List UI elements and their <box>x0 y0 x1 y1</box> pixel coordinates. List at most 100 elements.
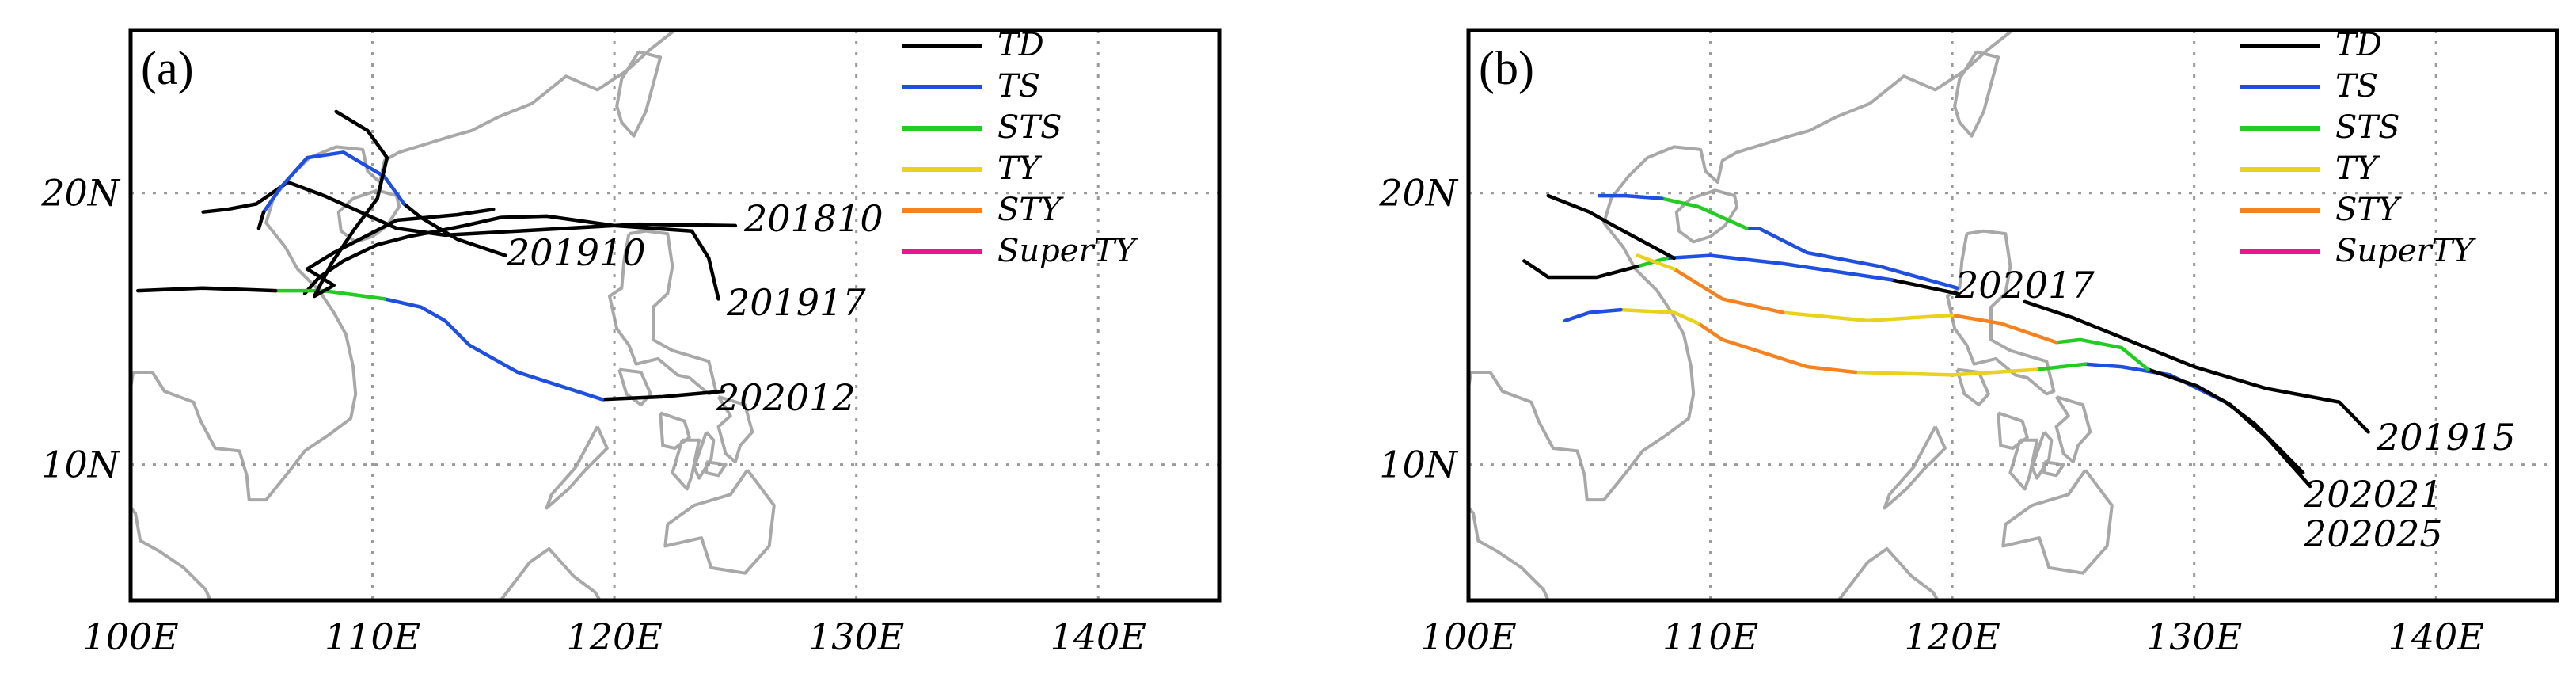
x-tick-100E: 100E <box>82 615 178 658</box>
track-202025-seg-3 <box>1950 313 2058 345</box>
panel-b-plot-area <box>1468 30 2557 600</box>
coastline-6 <box>2054 394 2092 464</box>
panel-b-coastlines <box>1468 30 2122 600</box>
track-label-202025: 202025 <box>2303 512 2443 555</box>
coastline-6 <box>716 394 754 464</box>
x-tick-110E: 110E <box>1662 615 1758 658</box>
track-extra-a-seg-1 <box>305 109 496 299</box>
panel-a-track-labels: 201810 201910 201917 202012 <box>506 197 883 419</box>
track-202025-seg-6 <box>1636 253 1676 271</box>
panel-b-label: (b) <box>1479 42 1534 94</box>
y-tick-20N: 20N <box>1378 172 1459 215</box>
coastline-5 <box>617 367 652 407</box>
track-202012-seg-4 <box>135 286 278 293</box>
x-tick-100E: 100E <box>1420 615 1516 658</box>
track-202021-seg-2 <box>2083 362 2228 404</box>
track-201910-seg-2 <box>261 150 406 214</box>
coastline-12 <box>663 469 776 575</box>
track-201910-seg-1 <box>402 202 507 257</box>
panel-a-label: (a) <box>141 42 194 94</box>
panel-a-map: (a) TD TS STS TY STY SuperTY 100E 110E 120E 130E… <box>40 27 1222 658</box>
legend-label-sty: STY <box>2335 192 2402 228</box>
coastline-11 <box>1883 425 1947 510</box>
track-202017-seg-4 <box>1522 259 1640 280</box>
legend-label-ts: TS <box>2335 68 2378 105</box>
panel-b-gridlines <box>1468 30 2557 600</box>
panel-b-map: (b) TD TS STS TY STY SuperTY 100E 110E 120E 130E… <box>1378 27 2559 658</box>
legend-label-superty: SuperTY <box>997 233 1138 269</box>
panel-a-axis-ticks: 100E 110E 120E 130E 140E 10N 20N <box>40 172 1146 658</box>
panel-a-frame <box>128 28 1222 603</box>
track-202021-seg-7 <box>1563 307 1623 323</box>
legend-label-sty: STY <box>997 192 1064 228</box>
y-tick-10N: 10N <box>41 444 121 486</box>
panel-a-legend: TD TS STS TY STY SuperTY <box>902 27 1138 269</box>
track-extra-b-seg-3 <box>1660 196 1749 230</box>
x-tick-120E: 120E <box>1904 615 2000 658</box>
track-label-201917: 201917 <box>726 281 866 324</box>
track-extra-b-seg-1 <box>1546 193 1676 261</box>
x-tick-140E: 140E <box>1051 615 1146 658</box>
track-202025-seg-2 <box>2054 337 2150 371</box>
track-202021-seg-6 <box>1619 307 1700 326</box>
track-202012-seg-2 <box>382 297 605 402</box>
coastline-11 <box>545 425 609 510</box>
coastline-7 <box>659 411 691 450</box>
y-tick-10N: 10N <box>1379 444 1459 486</box>
track-202021-seg-3 <box>2035 362 2088 371</box>
track-label-201910: 201910 <box>506 231 646 274</box>
track-201910-seg-3 <box>256 210 266 230</box>
x-tick-110E: 110E <box>325 615 420 658</box>
legend-label-sts: STS <box>997 109 1062 146</box>
track-201917-seg-1 <box>302 214 720 301</box>
x-tick-140E: 140E <box>2388 615 2484 658</box>
coastline-1 <box>1468 30 2122 600</box>
track-label-201810: 201810 <box>743 197 883 240</box>
track-202025-seg-5 <box>1672 267 1785 314</box>
legend-label-td: TD <box>997 27 1044 63</box>
track-202017-seg-1 <box>1890 278 1959 295</box>
coastline-1 <box>131 30 784 600</box>
legend-label-ty: TY <box>2335 150 2380 187</box>
track-202021-seg-5 <box>1696 322 1858 375</box>
track-label-202021: 202021 <box>2303 473 2443 516</box>
coastline-13 <box>499 546 602 600</box>
track-202025-seg-1 <box>2146 367 2312 489</box>
x-tick-130E: 130E <box>2146 615 2242 658</box>
track-202012-seg-3 <box>274 288 387 301</box>
legend-label-td: TD <box>2335 27 2382 63</box>
legend-label-ts: TS <box>997 68 1040 105</box>
legend-label-ty: TY <box>997 150 1043 187</box>
coastline-3 <box>615 50 663 138</box>
coastline-12 <box>2001 469 2114 575</box>
panel-b-axis-ticks: 100E 110E 120E 130E 140E 10N 20N <box>1378 172 2484 658</box>
track-label-201915: 201915 <box>2376 416 2516 459</box>
panel-b-legend: TD TS STS TY STY SuperTY <box>2240 27 2476 269</box>
track-label-202017: 202017 <box>1955 264 2095 307</box>
panel-b-frame <box>1466 28 2559 603</box>
panel-a-gridlines <box>131 30 1219 600</box>
x-tick-130E: 130E <box>808 615 904 658</box>
track-extra-b-seg-2 <box>1745 227 1959 290</box>
coastline-4 <box>1946 229 2056 396</box>
track-202017-seg-2 <box>1665 253 1894 282</box>
coastline-3 <box>1953 50 2000 138</box>
track-202025-seg-4 <box>1780 310 1955 323</box>
coastline-7 <box>1997 411 2029 450</box>
legend-label-superty: SuperTY <box>2335 233 2476 269</box>
track-201915-seg-1 <box>2023 299 2370 434</box>
track-label-202012: 202012 <box>716 376 856 419</box>
track-201810-seg-1 <box>201 180 738 238</box>
panel-a-tracks <box>135 109 738 402</box>
y-tick-20N: 20N <box>40 172 121 215</box>
track-extra-b-seg-4 <box>1597 193 1664 200</box>
coastline-8 <box>2008 438 2039 491</box>
coastline-2 <box>1674 188 1739 244</box>
x-tick-120E: 120E <box>566 615 662 658</box>
track-202021-seg-4 <box>1853 367 2039 377</box>
coastline-13 <box>1837 546 1940 600</box>
panel-b-tracks <box>1522 193 2370 489</box>
coastline-8 <box>671 438 701 491</box>
